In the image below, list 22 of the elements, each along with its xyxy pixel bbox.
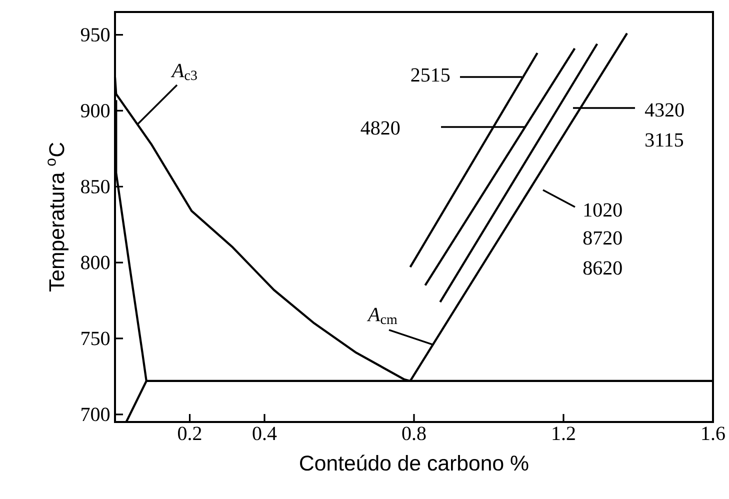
annotation: 8620 bbox=[583, 261, 622, 275]
annotation: 3115 bbox=[646, 133, 684, 147]
y-tick-label: 850 bbox=[81, 180, 110, 194]
y-tick-label: 900 bbox=[80, 104, 110, 118]
annotation: 1020 bbox=[584, 203, 622, 217]
x-tick-label: 0.4 bbox=[252, 426, 277, 440]
x-tick-label: 0.2 bbox=[178, 426, 202, 440]
annotation: 2515 bbox=[411, 68, 450, 82]
y-tick-label: 800 bbox=[81, 256, 110, 270]
y-tick-label: 750 bbox=[82, 332, 110, 346]
annotation: 8720 bbox=[583, 231, 622, 245]
x-axis-title: Conteúdo de carbono % bbox=[300, 454, 528, 471]
y-tick-label: 950 bbox=[80, 28, 110, 42]
x-tick-label: 0.8 bbox=[402, 426, 426, 440]
x-tick-label: 1.6 bbox=[702, 426, 725, 440]
y-tick-label: 700 bbox=[82, 408, 110, 422]
annotation: 4820 bbox=[360, 121, 400, 135]
x-tick-label: 1.2 bbox=[552, 426, 575, 440]
y-axis-title: Temperatura $^{o}$C bbox=[48, 142, 68, 292]
annotation: A$_{cm}$ bbox=[366, 308, 398, 324]
annotation: 4320 bbox=[644, 103, 684, 117]
annotation: A$_{c3}$ bbox=[170, 64, 197, 80]
